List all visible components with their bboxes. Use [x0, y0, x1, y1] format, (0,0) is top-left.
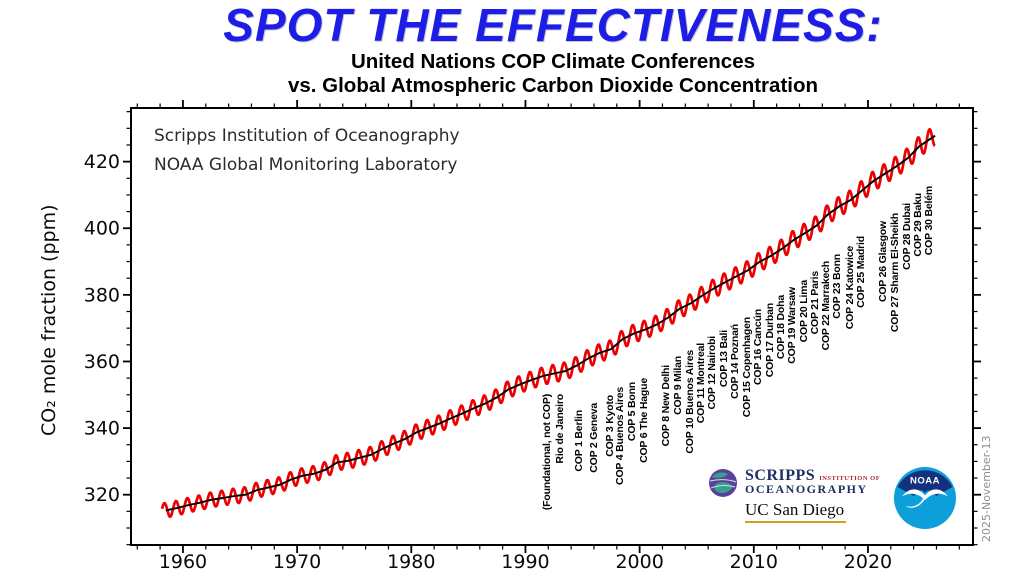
y-tick-label: 340: [84, 418, 120, 440]
co2-monthly-series: [160, 128, 936, 519]
scripps-globe-icon: [709, 469, 737, 497]
x-tick-label: 2000: [615, 551, 663, 573]
source-scripps: Scripps Institution of Oceanography: [154, 126, 460, 146]
x-tick-label: 1970: [273, 551, 321, 573]
cop-event-label: (Foundational, not COP): [541, 393, 554, 510]
cop-event-label: COP 25 Madrid: [855, 236, 868, 309]
chart-header: SPOT THE EFFECTIVENESS: United Nations C…: [108, 0, 998, 98]
x-tick-label: 1960: [159, 551, 207, 573]
x-axis: [136, 100, 960, 553]
noaa-logo-icon: NOAA: [894, 467, 956, 529]
cop-event-label: COP 23 Bonn: [831, 254, 844, 319]
date-stamp: 2025-November-13: [980, 435, 993, 542]
scripps-oceanography: OCEANOGRAPHY: [745, 482, 868, 496]
y-tick-label: 380: [84, 284, 120, 306]
y-tick-label: 400: [84, 218, 120, 240]
y-tick-label: 320: [84, 484, 120, 506]
cop-event-label: COP 1 Berlin: [573, 410, 586, 472]
data-source-caption: Scripps Institution of Oceanography NOAA…: [154, 122, 460, 180]
x-tick-label: 1980: [387, 551, 435, 573]
y-axis: [123, 111, 981, 546]
cop-event-label: Rio de Janeiro: [554, 393, 567, 464]
y-tick-label: 360: [84, 351, 120, 373]
x-tick-label: 2020: [844, 551, 892, 573]
cop-event-label: COP 30 Belém: [922, 185, 935, 255]
scripps-logo: SCRIPPS INSTITUTION OF OCEANOGRAPHY UC S…: [708, 468, 880, 523]
co2-trend-series: [165, 134, 936, 512]
cop-event-label: COP 2 Geneva: [588, 402, 601, 473]
x-tick-label: 1990: [501, 551, 549, 573]
y-tick-label: 420: [84, 151, 120, 173]
cop-event-label: COP 6 The Hague: [637, 377, 650, 463]
x-tick-label: 2010: [730, 551, 778, 573]
cop-event-label: COP 5 Bonn: [625, 382, 638, 442]
page-title: SPOT THE EFFECTIVENESS:: [223, 0, 883, 51]
subtitle-line2: vs. Global Atmospheric Carbon Dioxide Co…: [287, 74, 819, 97]
axes: [130, 107, 974, 546]
scripps-institution-of: INSTITUTION OF: [819, 475, 881, 482]
source-noaa: NOAA Global Monitoring Laboratory: [154, 155, 458, 175]
y-axis-title: CO₂ mole fraction (ppm): [38, 204, 60, 437]
cop-event-label: COP 12 Nairobi: [705, 336, 718, 410]
uc-san-diego-wordmark: UC San Diego: [745, 500, 847, 523]
cop-event-label: COP 8 New Delhi: [659, 364, 672, 447]
subtitle-line1: United Nations COP Climate Conferences: [350, 50, 755, 73]
scripps-wordmark: SCRIPPS INSTITUTION OF OCEANOGRAPHY UC S…: [745, 468, 880, 523]
cop-event-label: COP 27 Sharm El-Sheikh: [888, 213, 901, 333]
scripps-name: SCRIPPS: [745, 467, 816, 484]
noaa-logo-text: NOAA: [910, 476, 940, 487]
tick-labels: 1960 1970 1980 1990 2000 2010 2020 320 340 360 380…: [84, 151, 892, 573]
